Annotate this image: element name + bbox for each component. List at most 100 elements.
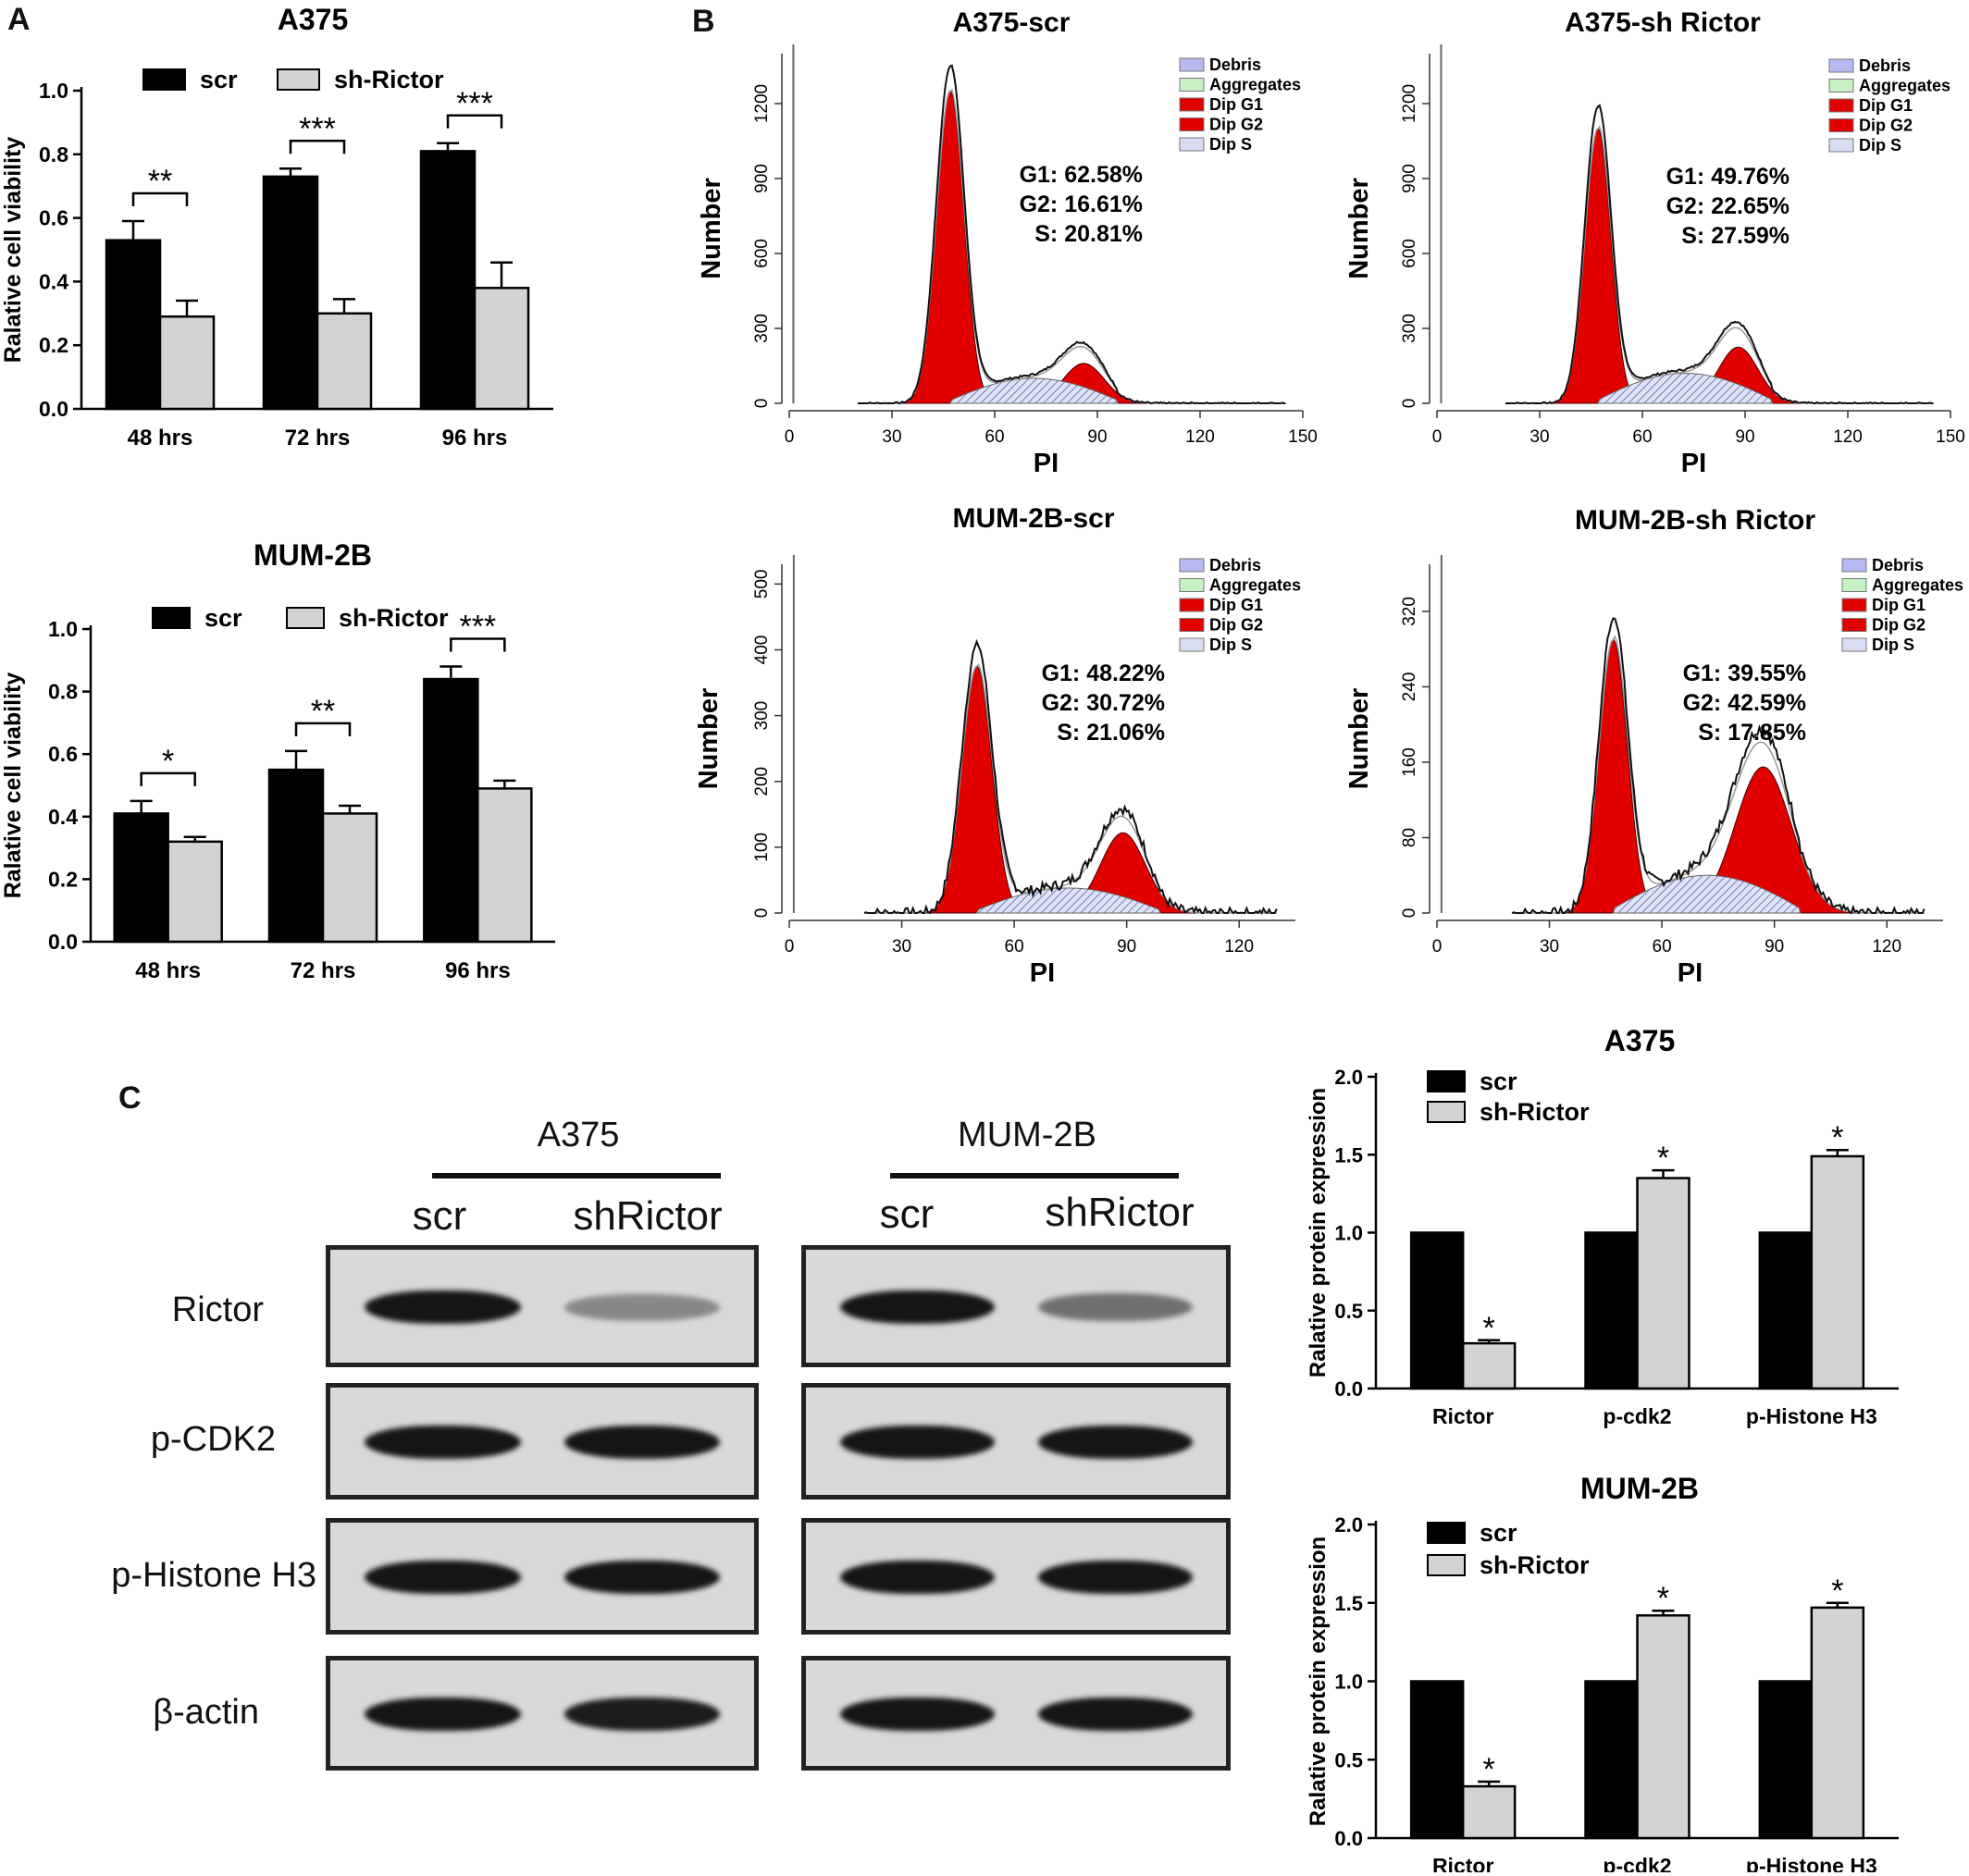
flow-histogram-a375-scr: A375-scr Number PI 0 300 600 900 1200 0 30 60 90 120…: [697, 7, 1318, 478]
chart-title: MUM-2B-sh Rictor: [1575, 505, 1815, 536]
band-lane-2: [563, 1426, 721, 1459]
x-tick-label: 90: [1765, 937, 1784, 957]
legend-label: Aggregates: [1872, 576, 1963, 595]
lane-label-a375-shrictor: shRictor: [573, 1193, 723, 1239]
flow-histogram-mum2b-shrictor: MUM-2B-sh Rictor Number PI 0 80 160 240 320 0 30 6…: [1344, 505, 1963, 988]
x-tick-label: 30: [1529, 427, 1549, 447]
x-tick-label: 120: [1224, 937, 1254, 957]
flow-histogram-mum2b-scr: MUM-2B-scr Number PI 0 100 200 300 400 500 0 30 60 9…: [694, 503, 1301, 988]
legend-label: Dip G2: [1209, 116, 1263, 134]
g1-peak-fill: [1555, 638, 1671, 914]
x-tick-label: 60: [1653, 937, 1672, 957]
stat-label: G1: 39.55%: [1683, 660, 1806, 686]
legend-label: Dip G1: [1872, 596, 1926, 614]
blot-rule-a375: [432, 1173, 721, 1179]
blot-mum-2b-p-histone-h3: [801, 1518, 1231, 1635]
legend-swatch: [1828, 58, 1854, 73]
band-lane-1: [365, 1426, 521, 1459]
significance-mark: ***: [459, 610, 496, 645]
band-lane-1: [840, 1290, 996, 1324]
band-lane-1: [840, 1426, 996, 1459]
y-tick-label: 0.0: [1334, 1827, 1363, 1850]
significance-mark: *: [162, 744, 174, 779]
x-tick-label: 60: [1632, 427, 1652, 447]
significance-mark: **: [148, 164, 172, 199]
bar-sh-rictor: [473, 287, 530, 411]
stat-label: G1: 62.58%: [1020, 162, 1143, 188]
band-lane-2: [1037, 1426, 1193, 1459]
significance-mark: *: [1657, 1581, 1669, 1616]
y-tick-label: 0.0: [1334, 1377, 1363, 1401]
legend-swatch: [1179, 598, 1205, 612]
x-tick-label: p-Histone H3: [1746, 1854, 1877, 1872]
significance-bracket: [294, 722, 352, 736]
band-lane-1: [365, 1561, 521, 1594]
y-tick-label: 320: [1400, 597, 1419, 626]
y-tick-label: 400: [752, 636, 772, 665]
significance-bracket: [289, 140, 346, 154]
y-tick-label: 0.5: [1334, 1748, 1363, 1771]
y-tick-label: 1.0: [48, 617, 78, 641]
chart-title: MUM-2B-scr: [952, 503, 1114, 534]
data-histogram: [1505, 104, 1934, 405]
y-tick-label: 300: [752, 314, 772, 343]
legend-label: Dip S: [1859, 136, 1901, 154]
bar-scr: [1409, 1680, 1465, 1840]
legend-swatch: [1179, 78, 1205, 92]
stat-label: G2: 16.61%: [1020, 191, 1143, 217]
legend-swatch-sh-rictor: [1427, 1101, 1466, 1123]
bar-sh-rictor: [1810, 1154, 1865, 1390]
x-tick-label: 60: [984, 427, 1004, 447]
bar-sh-rictor: [167, 840, 223, 944]
legend-label: Dip G1: [1209, 95, 1263, 114]
significance-mark: *: [1483, 1311, 1495, 1346]
legend-swatch: [1179, 97, 1205, 112]
y-tick-label: 240: [1400, 673, 1419, 702]
legend-swatch: [1841, 598, 1867, 612]
y-tick-label: 300: [752, 701, 772, 731]
bar-scr: [105, 239, 162, 411]
x-axis-label: PI: [1681, 449, 1706, 478]
y-tick-label: 0.2: [39, 333, 68, 357]
protein-label-pcdk2: p-CDK2: [150, 1420, 276, 1459]
x-tick-label: p-Histone H3: [1746, 1404, 1877, 1428]
chart-title: A375-sh Rictor: [1565, 7, 1761, 38]
y-axis-label: Ralative protein expression: [1306, 1088, 1331, 1377]
legend-swatch: [1841, 618, 1867, 632]
significance-mark: *: [1831, 1574, 1843, 1609]
significance-bracket: [450, 637, 506, 652]
blot-a375-rictor: [326, 1245, 759, 1367]
significance-bracket: [131, 191, 189, 207]
s-phase-fill: [1612, 874, 1802, 914]
y-tick-label: 200: [752, 767, 772, 796]
legend-swatch: [1179, 637, 1205, 652]
legend-swatch: [1179, 137, 1205, 152]
x-tick-label: Rictor: [1432, 1404, 1494, 1428]
y-tick-label: 80: [1400, 828, 1419, 847]
legend-swatch: [1179, 57, 1205, 72]
s-phase-fill: [1597, 373, 1774, 404]
bar-scr: [1584, 1680, 1639, 1840]
legend-label-sh-rictor: sh-Rictor: [339, 604, 449, 632]
data-histogram: [1511, 617, 1926, 915]
y-axis-label: Number: [694, 688, 724, 790]
legend-label: Dip G1: [1209, 596, 1263, 614]
legend-label: Aggregates: [1859, 77, 1950, 95]
legend-swatch-scr: [1427, 1070, 1466, 1092]
significance-mark: *: [1483, 1752, 1495, 1787]
band-lane-1: [840, 1697, 996, 1731]
band-lane-2: [1037, 1697, 1193, 1731]
y-tick-label: 0.2: [48, 867, 78, 891]
legend-swatch-scr: [142, 68, 186, 91]
lane-label-a375-scr: scr: [412, 1193, 467, 1239]
legend-label-scr: scr: [200, 66, 238, 93]
legend-label: Aggregates: [1209, 76, 1301, 94]
bar-sh-rictor: [316, 312, 373, 411]
stat-label: G2: 30.72%: [1042, 690, 1165, 716]
blot-a375-p-cdk2: [326, 1383, 759, 1500]
blot-rule-mum2b: [890, 1173, 1179, 1179]
y-tick-label: 500: [752, 569, 772, 599]
blot-group-mum2b: MUM-2B: [958, 1116, 1096, 1154]
y-axis-label: Number: [1344, 178, 1374, 279]
s-phase-fill: [975, 887, 1161, 914]
